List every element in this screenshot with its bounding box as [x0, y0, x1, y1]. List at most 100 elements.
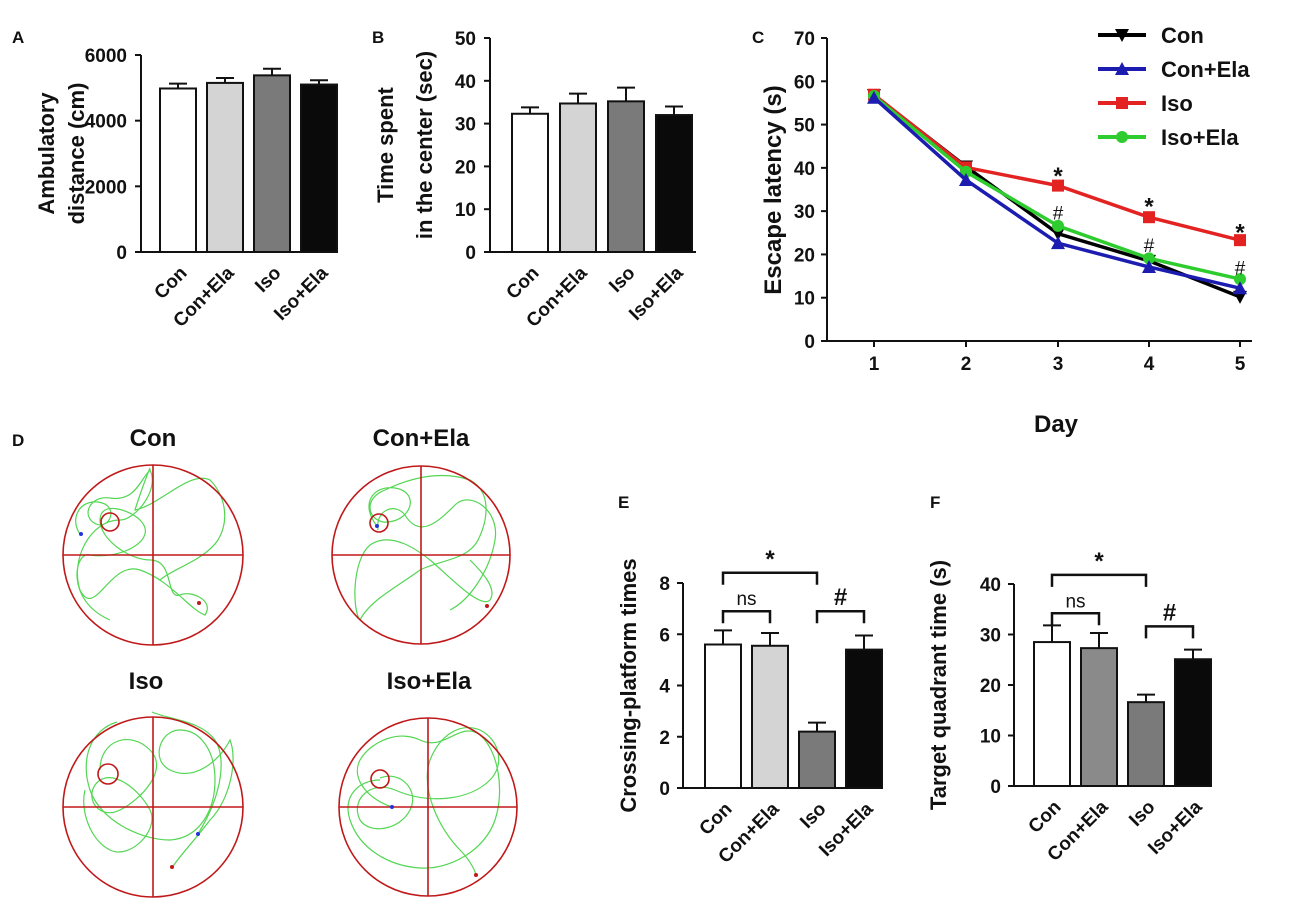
y-tick-label: 60 — [794, 72, 815, 93]
x-axis-label: Day — [1034, 411, 1079, 438]
bar — [607, 100, 645, 254]
data-point — [959, 172, 973, 186]
legend-marker — [1116, 131, 1128, 143]
x-tick-label: 2 — [961, 354, 972, 375]
panel-letter-a: A — [12, 28, 24, 47]
pool-title-iso: Iso — [129, 668, 164, 695]
y-tick-label: 20 — [980, 676, 1001, 697]
data-point — [1142, 259, 1156, 273]
bar — [1174, 658, 1212, 787]
y-tick-label: 30 — [794, 202, 815, 223]
significance-label: ns — [736, 589, 756, 610]
y-axis-label: distance (cm) — [64, 83, 89, 225]
significance-label: # — [834, 584, 847, 611]
y-axis-label: in the center (sec) — [412, 51, 437, 239]
y-tick-label: 2000 — [85, 177, 127, 198]
start-dot — [79, 532, 83, 536]
x-tick-label: 4 — [1144, 354, 1155, 375]
data-point — [960, 165, 972, 178]
legend-label: Iso — [1161, 91, 1193, 116]
swim-path — [134, 467, 226, 581]
pool-title-con-ela: Con+Ela — [373, 425, 470, 452]
data-point — [1233, 281, 1247, 295]
x-category-label: Iso — [251, 263, 285, 297]
legend-marker — [1116, 97, 1128, 109]
swim-path — [354, 474, 493, 622]
data-point — [1052, 219, 1064, 232]
y-tick-label: 70 — [794, 29, 815, 50]
start-dot — [375, 524, 379, 528]
pool-con — [62, 464, 244, 646]
y-tick-label: 0 — [116, 243, 127, 264]
bar — [751, 644, 789, 789]
pool-iso-ela — [338, 717, 518, 897]
significance-marker: * — [1144, 193, 1154, 220]
y-tick-label: 20 — [794, 245, 815, 266]
legend-marker — [1115, 62, 1129, 75]
x-category-label: Iso+Ela — [625, 262, 688, 325]
data-point — [1143, 252, 1155, 265]
y-tick-label: 0 — [804, 332, 815, 353]
x-tick-label: 1 — [869, 354, 880, 375]
end-dot — [170, 865, 174, 869]
significance-label: * — [1094, 548, 1104, 575]
significance-bracket — [721, 609, 772, 624]
y-axis-label: Target quadrant time (s) — [926, 560, 951, 810]
pool-con-ela — [331, 465, 511, 645]
bar — [1080, 647, 1118, 788]
y-tick-label: 40 — [980, 575, 1001, 596]
y-tick-label: 0 — [659, 779, 670, 800]
significance-label: * — [765, 546, 775, 573]
significance-bracket — [1050, 573, 1148, 587]
platform-circle — [97, 763, 119, 785]
x-category-label: Iso — [796, 799, 830, 833]
swim-path — [356, 727, 500, 877]
legend-marker — [1115, 29, 1129, 42]
platform-circle — [369, 513, 389, 533]
pool-title-con: Con — [130, 425, 177, 452]
panel-letter-c: C — [752, 28, 764, 47]
y-tick-label: 0 — [465, 243, 476, 264]
bar — [1127, 701, 1165, 787]
significance-marker: * — [1235, 219, 1245, 246]
panel-letter-d: D — [12, 431, 24, 450]
y-tick-label: 2 — [659, 728, 670, 749]
y-axis-label: Crossing-platform times — [616, 558, 641, 812]
data-point — [1143, 211, 1155, 224]
significance-bracket — [721, 571, 819, 585]
significance-marker: # — [1144, 236, 1155, 257]
y-tick-label: 30 — [455, 115, 476, 136]
bar — [1033, 641, 1071, 788]
panel-letter-b: B — [372, 28, 384, 47]
x-tick-label: 3 — [1053, 354, 1064, 375]
significance-label: ns — [1065, 591, 1085, 612]
y-tick-label: 40 — [455, 72, 476, 93]
y-axis-label: Time spent — [373, 86, 398, 202]
x-category-label: Con — [696, 799, 737, 840]
significance-marker: # — [1053, 203, 1064, 224]
y-tick-label: 50 — [794, 116, 815, 137]
bar — [253, 74, 291, 253]
end-dot — [485, 604, 489, 608]
start-dot — [390, 805, 394, 809]
bar — [511, 112, 549, 253]
start-dot — [196, 832, 200, 836]
y-tick-label: 6 — [659, 625, 670, 646]
pool-title-iso-ela: Iso+Ela — [387, 668, 472, 695]
swim-paths: Con Con+Ela Iso Iso+Ela — [62, 425, 518, 898]
x-category-label: Con — [503, 263, 544, 304]
significance-marker: * — [1053, 163, 1063, 190]
y-axis-label: Escape latency (s) — [760, 85, 787, 294]
x-category-label: Iso — [1125, 797, 1159, 831]
y-tick-label: 30 — [980, 626, 1001, 647]
data-point — [867, 90, 881, 104]
chart-c: 0 10 20 30 40 50 60 70 1 2 3 4 5 Day Escape latency (s… — [760, 23, 1252, 438]
legend-label: Iso+Ela — [1161, 125, 1239, 150]
y-tick-label: 4000 — [85, 112, 127, 133]
y-tick-label: 0 — [990, 777, 1001, 798]
